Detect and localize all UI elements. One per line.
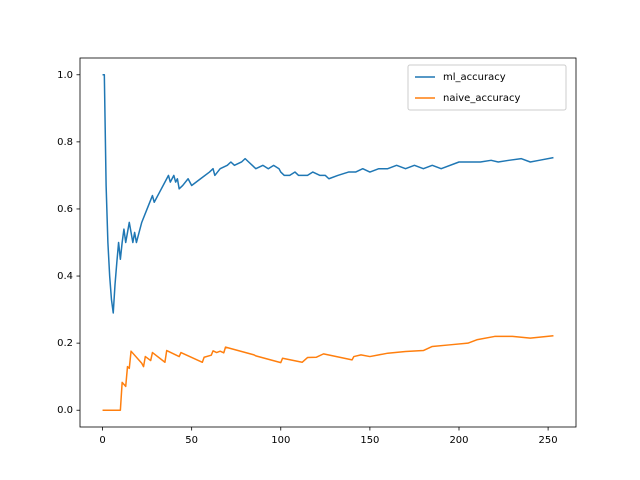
series-line bbox=[102, 335, 554, 411]
y-tick-label: 0.2 bbox=[57, 338, 73, 349]
y-tick-label: 0.6 bbox=[57, 204, 73, 215]
x-tick-label: 50 bbox=[185, 435, 198, 446]
x-tick-label: 200 bbox=[449, 435, 468, 446]
x-tick-label: 100 bbox=[271, 435, 290, 446]
y-tick-label: 0.0 bbox=[57, 405, 73, 416]
plot-frame bbox=[79, 57, 577, 428]
legend-label: ml_accuracy bbox=[443, 72, 506, 83]
x-tick-label: 0 bbox=[99, 435, 105, 446]
legend-box bbox=[407, 64, 567, 111]
y-tick-label: 1.0 bbox=[57, 70, 73, 81]
legend-label: naive_accuracy bbox=[443, 93, 521, 104]
x-tick-label: 250 bbox=[539, 435, 558, 446]
x-tick-label: 150 bbox=[360, 435, 379, 446]
y-tick-label: 0.8 bbox=[57, 137, 73, 148]
y-tick-label: 0.4 bbox=[57, 271, 73, 282]
series-line bbox=[102, 74, 554, 314]
